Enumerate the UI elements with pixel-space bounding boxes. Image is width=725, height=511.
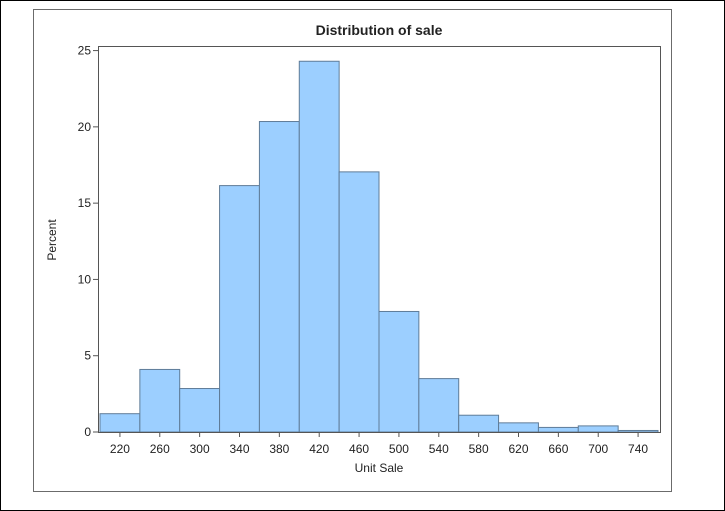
plot-area-frame bbox=[98, 46, 661, 433]
y-tick-label: 0 bbox=[84, 425, 91, 439]
histogram-bar-660 bbox=[537, 426, 579, 433]
histogram-bar-460 bbox=[338, 171, 380, 433]
histogram-bar-580 bbox=[458, 414, 500, 433]
y-tick-label: 20 bbox=[78, 120, 92, 134]
x-tick-label: 460 bbox=[349, 442, 369, 456]
x-tick-label: 340 bbox=[229, 442, 249, 456]
y-axis-label: Percent bbox=[45, 219, 59, 261]
y-tick-label: 10 bbox=[78, 272, 92, 286]
histogram-bar-260 bbox=[139, 368, 181, 433]
histogram-bar-540 bbox=[418, 378, 460, 433]
x-tick-label: 380 bbox=[269, 442, 289, 456]
bars-layer bbox=[99, 60, 659, 433]
histogram-bar-300 bbox=[179, 388, 221, 433]
histogram-bar-500 bbox=[378, 310, 420, 433]
histogram-bar-220 bbox=[99, 413, 141, 433]
chart-title: Distribution of sale bbox=[316, 22, 443, 38]
histogram-bar-340 bbox=[219, 185, 260, 433]
y-tick-label: 5 bbox=[84, 349, 91, 363]
x-tick-label: 620 bbox=[508, 442, 528, 456]
histogram-bar-700 bbox=[577, 425, 619, 433]
x-tick-label: 500 bbox=[389, 442, 409, 456]
x-axis: 220 260 300 340 380 420 460 500 540 580 620 660 700 7… bbox=[110, 432, 648, 456]
histogram-bar-380 bbox=[258, 121, 300, 433]
y-tick-label: 25 bbox=[78, 44, 92, 58]
x-tick-label: 300 bbox=[190, 442, 210, 456]
x-tick-label: 660 bbox=[548, 442, 568, 456]
histogram-bar-620 bbox=[498, 422, 539, 433]
x-tick-label: 420 bbox=[309, 442, 329, 456]
histogram-bar-740 bbox=[617, 429, 659, 433]
x-tick-label: 740 bbox=[628, 442, 648, 456]
x-tick-label: 220 bbox=[110, 442, 130, 456]
x-tick-label: 540 bbox=[429, 442, 449, 456]
histogram-bar-420 bbox=[298, 60, 340, 433]
x-tick-label: 580 bbox=[469, 442, 489, 456]
y-axis: 0 5 10 15 20 25 bbox=[78, 44, 98, 439]
x-axis-label: Unit Sale bbox=[355, 461, 404, 475]
x-tick-label: 260 bbox=[150, 442, 170, 456]
x-tick-label: 700 bbox=[588, 442, 608, 456]
y-tick-label: 15 bbox=[78, 196, 92, 210]
